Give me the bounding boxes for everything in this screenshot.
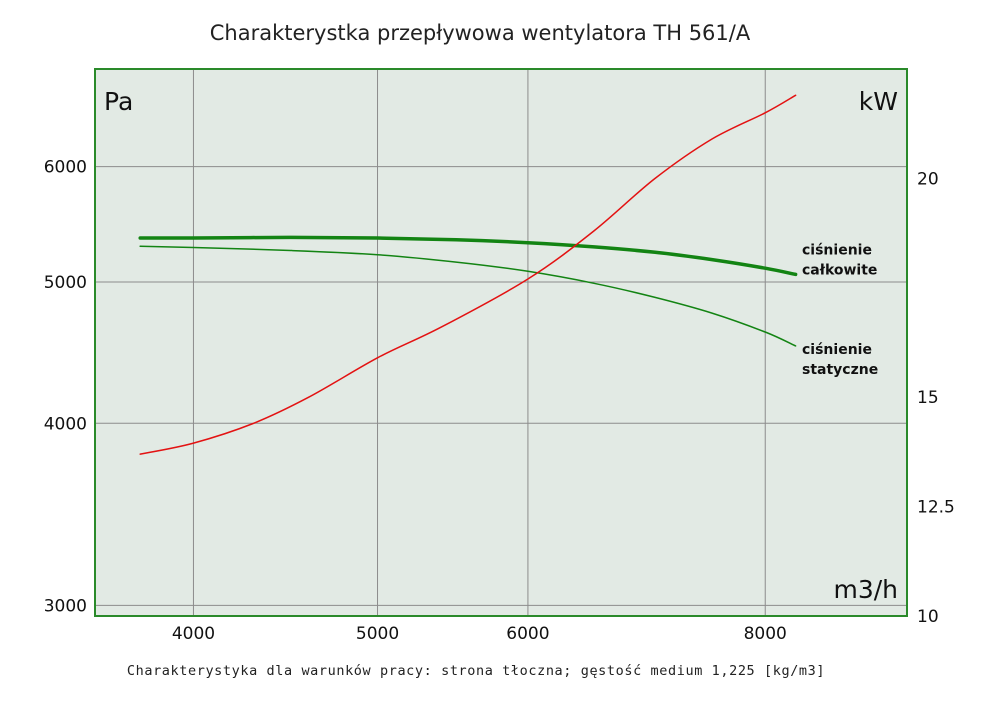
series-line-moc	[139, 94, 797, 455]
y-right-tick-label: 15	[917, 388, 939, 408]
y-left-tick-label: 6000	[44, 158, 87, 178]
y-left-unit-label: Pa	[104, 87, 133, 116]
y-right-unit-label: kW	[859, 87, 898, 116]
y-left-tick-label: 5000	[44, 273, 87, 293]
y-right-tick-label: 20	[917, 169, 939, 189]
data-series: ciśnienie całkowite ciśnienie statyczne	[138, 94, 878, 455]
x-tick-label: 8000	[744, 624, 787, 644]
plot-frame	[94, 68, 908, 617]
axis-ticks: 4000 5000 6000 8000 3000 4000 5000 6000 10 12.5 15…	[44, 158, 955, 644]
series-line-cisnienie-calkowite	[138, 235, 798, 277]
y-right-tick-label: 10	[917, 607, 939, 627]
series-line-cisnienie-statyczne	[139, 245, 797, 347]
plot-area	[95, 69, 907, 616]
chart-title: Charakterystka przepływowa wentylatora T…	[210, 21, 751, 45]
series-label: ciśnienie	[802, 342, 872, 358]
x-tick-label: 4000	[172, 624, 215, 644]
y-left-tick-label: 4000	[44, 414, 87, 434]
y-right-tick-label: 12.5	[917, 498, 955, 518]
series-label: ciśnienie	[802, 242, 872, 258]
series-label: statyczne	[802, 362, 878, 378]
series-label: całkowite	[802, 262, 877, 278]
y-left-tick-label: 3000	[44, 596, 87, 616]
x-tick-label: 6000	[506, 624, 549, 644]
x-unit-label: m3/h	[833, 575, 898, 604]
x-tick-label: 5000	[356, 624, 399, 644]
grid	[95, 69, 907, 616]
chart-footnote: Charakterystyka dla warunków pracy: stro…	[127, 663, 825, 679]
